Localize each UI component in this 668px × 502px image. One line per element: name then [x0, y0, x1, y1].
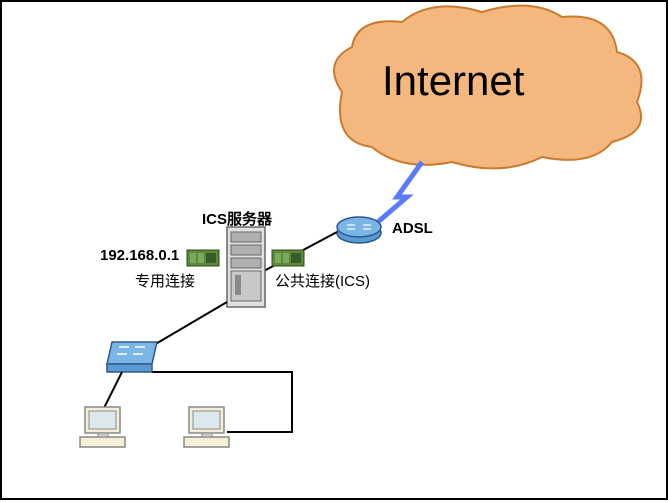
nic-left-label: 专用连接	[135, 270, 195, 291]
internet-label: Internet	[382, 57, 524, 105]
server-title: ICS服务器	[202, 208, 272, 229]
pc1-icon	[80, 407, 125, 447]
ics-server-icon	[227, 227, 265, 307]
adsl-router-icon	[337, 217, 381, 243]
nic-right-icon	[272, 250, 304, 266]
adsl-label: ADSL	[392, 220, 433, 237]
switch-icon	[107, 342, 157, 372]
edge-cloud-router	[372, 162, 422, 227]
nic-left-ip: 192.168.0.1	[100, 247, 179, 264]
nic-left-icon	[187, 250, 219, 266]
pc2-icon	[184, 407, 229, 447]
nic-right-label: 公共连接(ICS)	[275, 270, 370, 291]
edge-switch-pc1	[102, 372, 122, 412]
